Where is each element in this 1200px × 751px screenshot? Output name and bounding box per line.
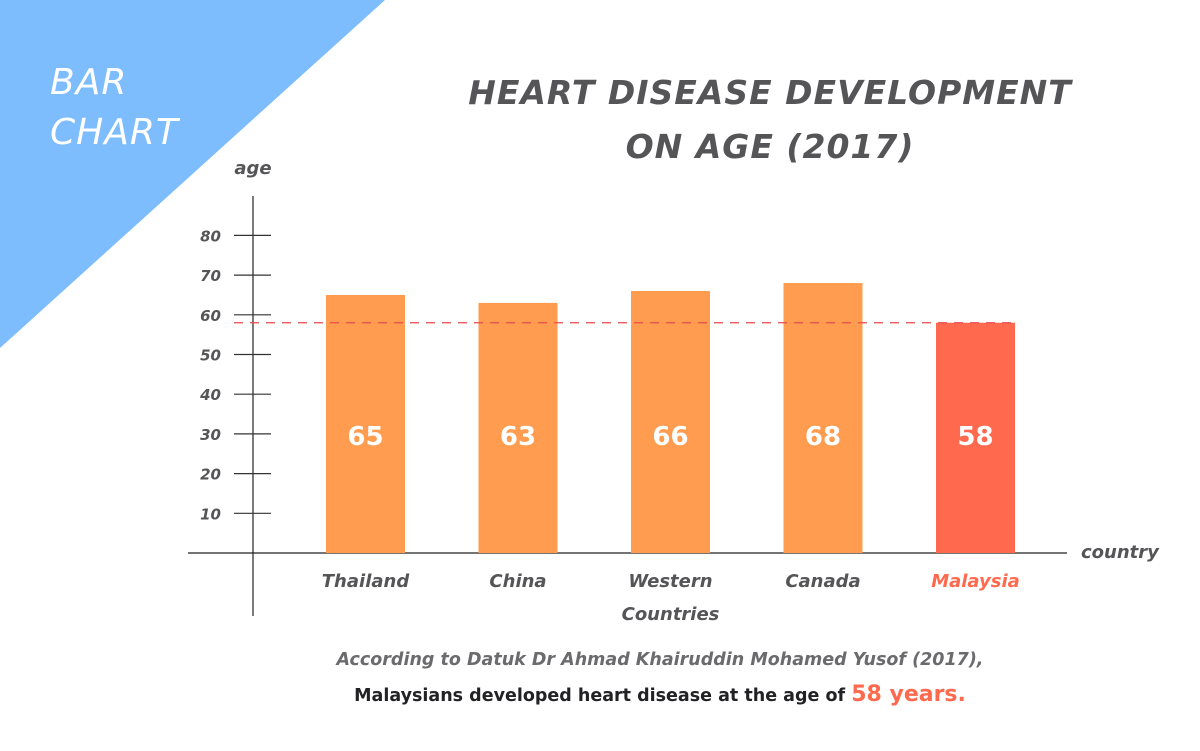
x-tick-label: Thailand <box>322 571 411 592</box>
y-tick-label: 60 <box>200 307 221 325</box>
bar-thailand <box>326 294 405 553</box>
caption-highlight-value: 58 years. <box>851 682 966 707</box>
caption-source: According to Datuk Dr Ahmad Khairuddin M… <box>336 650 984 670</box>
bar-data-label: 66 <box>652 422 688 452</box>
bar-western-countries <box>631 290 710 553</box>
x-axis-label: country <box>1081 542 1160 563</box>
banner-label: BAR CHART <box>50 58 179 158</box>
y-tick-label: 80 <box>200 227 221 245</box>
bar-data-label: 58 <box>957 422 993 452</box>
x-tick-label: Malaysia <box>931 571 1020 592</box>
bar-data-label: 63 <box>500 422 536 452</box>
bar-malaysia <box>936 322 1015 553</box>
x-tick-label: Countries <box>622 604 720 625</box>
y-tick-label: 30 <box>200 426 221 444</box>
banner-triangle <box>0 0 385 348</box>
chart-title-line-2: ON AGE (2017) <box>625 127 915 166</box>
bar-data-label: 65 <box>347 422 383 452</box>
chart-title: HEART DISEASE DEVELOPMENT ON AGE (2017) <box>420 66 1120 174</box>
bar-china <box>478 302 558 553</box>
y-tick-label: 50 <box>200 347 221 365</box>
y-tick-label: 40 <box>199 386 221 404</box>
banner-line-2: CHART <box>50 112 179 153</box>
bar-data-label: 68 <box>805 422 841 452</box>
caption-summary-text: Malaysians developed heart disease at th… <box>354 686 852 706</box>
y-tick-label: 70 <box>200 267 221 285</box>
x-tick-label: Western <box>628 571 712 592</box>
x-tick-label: China <box>489 571 546 592</box>
y-tick-label: 10 <box>200 505 221 523</box>
bar-canada <box>783 283 863 553</box>
caption-summary: Malaysians developed heart disease at th… <box>0 682 1200 707</box>
banner-line-1: BAR <box>50 62 128 103</box>
y-axis-label: age <box>234 158 271 179</box>
chart-title-line-1: HEART DISEASE DEVELOPMENT <box>468 73 1072 112</box>
y-tick-label: 20 <box>200 466 221 484</box>
x-tick-label: Canada <box>785 571 860 592</box>
